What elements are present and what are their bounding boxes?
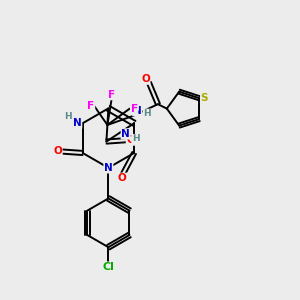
- Text: N: N: [104, 163, 113, 173]
- Text: O: O: [118, 173, 127, 183]
- Text: S: S: [201, 93, 208, 103]
- Text: F: F: [130, 103, 138, 114]
- Text: N: N: [133, 106, 142, 116]
- Text: F: F: [108, 90, 116, 100]
- Text: O: O: [126, 135, 135, 145]
- Text: N: N: [121, 129, 130, 139]
- Text: O: O: [53, 146, 62, 157]
- Text: H: H: [64, 112, 72, 121]
- Text: O: O: [141, 74, 150, 84]
- Text: N: N: [73, 118, 82, 128]
- Text: H: H: [143, 109, 151, 118]
- Text: F: F: [88, 101, 94, 111]
- Text: H: H: [132, 134, 140, 143]
- Text: Cl: Cl: [103, 262, 114, 272]
